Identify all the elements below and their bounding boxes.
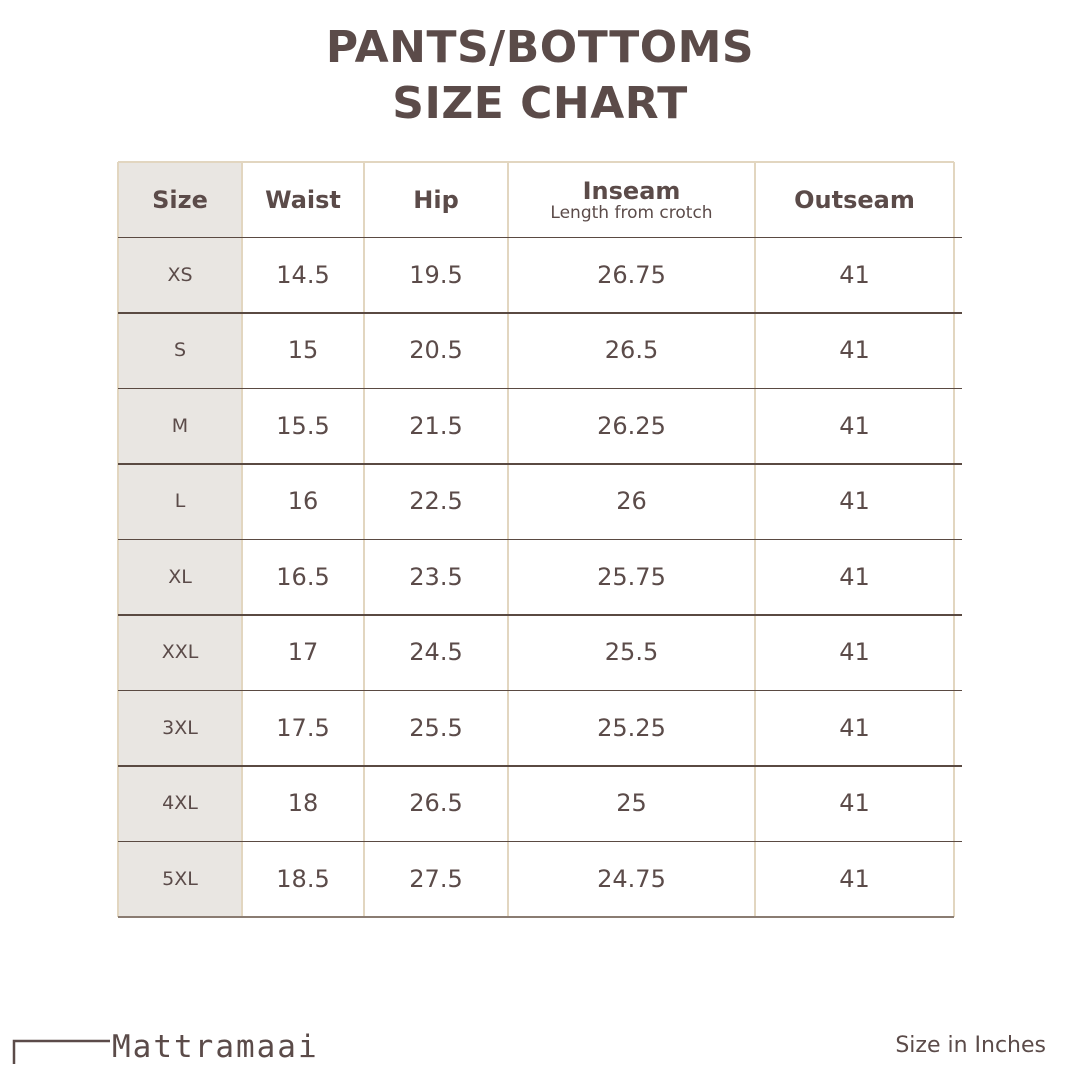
size-chart-table: Size Waist Hip Inseam Length from crotch Outs… bbox=[117, 161, 962, 918]
row-divider bbox=[118, 538, 962, 540]
row-divider bbox=[118, 312, 962, 314]
cell-outseam: 41 bbox=[839, 713, 870, 742]
page-title-line1: PANTS/BOTTOMS bbox=[325, 22, 755, 73]
page-title-line2: SIZE CHART bbox=[392, 78, 688, 129]
header-hip: Hip bbox=[364, 162, 508, 237]
row-divider bbox=[118, 765, 962, 767]
header-inseam: Inseam Length from crotch bbox=[508, 162, 755, 237]
header-waist: Waist bbox=[242, 162, 364, 237]
cell-hip: 23.5 bbox=[409, 562, 463, 591]
cell-size: L bbox=[174, 490, 186, 513]
cell-hip: 24.5 bbox=[409, 638, 463, 667]
cell-waist: 18.5 bbox=[276, 864, 330, 893]
cell-size: 5XL bbox=[162, 867, 198, 890]
header-label: Hip bbox=[413, 185, 459, 214]
cell-inseam: 25 bbox=[616, 789, 647, 818]
logo-text: Mattramaai bbox=[112, 1029, 319, 1065]
cell-inseam: 25.25 bbox=[597, 713, 666, 742]
cell-hip: 26.5 bbox=[409, 789, 463, 818]
cell-inseam: 26 bbox=[616, 487, 647, 516]
cell-waist: 16 bbox=[287, 487, 319, 516]
cell-waist: 17.5 bbox=[276, 713, 330, 742]
header-outseam: Outseam bbox=[755, 162, 954, 237]
header-sublabel: Length from crotch bbox=[550, 202, 713, 223]
header-label: Inseam bbox=[582, 176, 681, 205]
cell-inseam: 26.75 bbox=[597, 260, 666, 289]
cell-outseam: 41 bbox=[839, 260, 870, 289]
cell-inseam: 24.75 bbox=[597, 864, 666, 893]
cell-size: 3XL bbox=[162, 716, 198, 739]
cell-size: XL bbox=[168, 565, 192, 588]
cell-size: XS bbox=[167, 263, 193, 286]
cell-outseam: 41 bbox=[839, 789, 870, 818]
cell-size: S bbox=[173, 339, 187, 362]
cell-hip: 20.5 bbox=[409, 336, 463, 365]
row-divider bbox=[118, 236, 962, 238]
cell-hip: 27.5 bbox=[409, 864, 463, 893]
table-bottom-border bbox=[118, 916, 954, 918]
cell-outseam: 41 bbox=[839, 411, 870, 440]
cell-size: M bbox=[171, 414, 189, 437]
cell-outseam: 41 bbox=[839, 864, 870, 893]
cell-waist: 18 bbox=[287, 789, 319, 818]
cell-hip: 19.5 bbox=[409, 260, 463, 289]
cell-inseam: 26.25 bbox=[597, 411, 666, 440]
row-divider bbox=[118, 463, 962, 465]
row-divider bbox=[118, 689, 962, 691]
header-label: Outseam bbox=[794, 185, 915, 214]
header-label: Size bbox=[152, 185, 208, 214]
units-note: Size in Inches bbox=[895, 1033, 1046, 1058]
cell-hip: 25.5 bbox=[409, 713, 463, 742]
cell-waist: 15 bbox=[287, 336, 319, 365]
cell-waist: 16.5 bbox=[276, 562, 330, 591]
cell-outseam: 41 bbox=[839, 487, 870, 516]
header-size: Size bbox=[118, 162, 242, 237]
cell-outseam: 41 bbox=[839, 336, 870, 365]
cell-inseam: 25.75 bbox=[597, 562, 666, 591]
table-top-border bbox=[118, 161, 954, 163]
cell-outseam: 41 bbox=[839, 562, 870, 591]
logo-bracket-icon bbox=[12, 1039, 110, 1064]
cell-inseam: 25.5 bbox=[604, 638, 659, 667]
cell-waist: 15.5 bbox=[276, 411, 330, 440]
row-divider bbox=[118, 614, 962, 616]
cell-hip: 22.5 bbox=[409, 487, 463, 516]
cell-size: XXL bbox=[161, 641, 199, 664]
cell-size: 4XL bbox=[162, 792, 198, 815]
cell-waist: 14.5 bbox=[276, 260, 330, 289]
cell-outseam: 41 bbox=[839, 638, 870, 667]
row-divider bbox=[118, 840, 962, 842]
cell-inseam: 26.5 bbox=[604, 336, 659, 365]
cell-hip: 21.5 bbox=[409, 411, 463, 440]
cell-waist: 17 bbox=[287, 638, 319, 667]
row-divider bbox=[118, 387, 962, 389]
brand-logo: Mattramaai bbox=[12, 1029, 317, 1065]
header-label: Waist bbox=[265, 185, 341, 214]
